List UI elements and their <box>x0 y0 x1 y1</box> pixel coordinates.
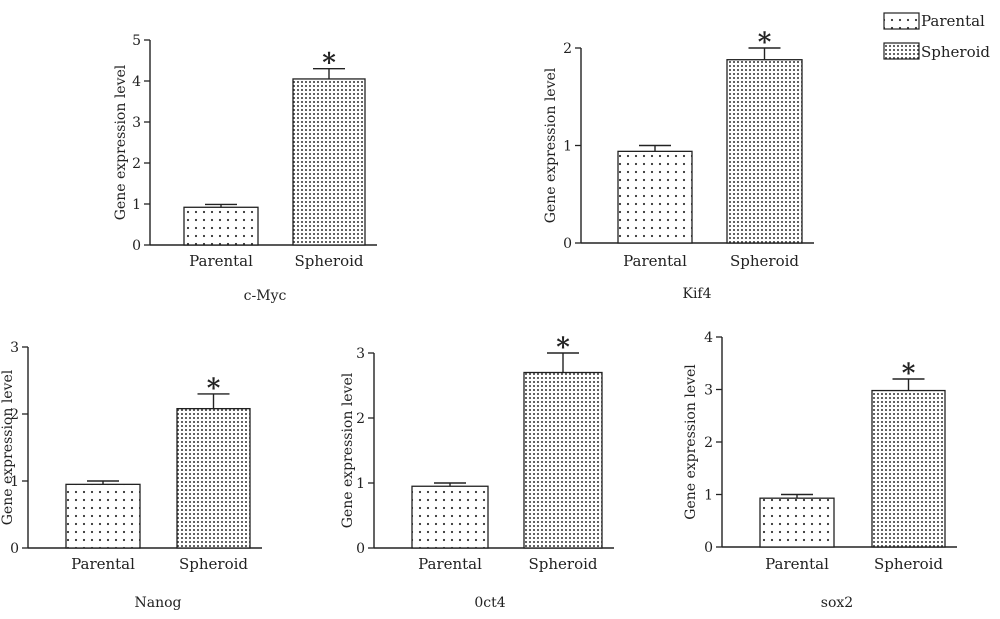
y-tick-label: 0 <box>356 541 365 557</box>
y-tick-label: 1 <box>356 476 365 492</box>
y-tick-label: 2 <box>563 41 572 57</box>
bar-spheroid <box>871 389 946 548</box>
y-tick-label: 1 <box>704 488 713 504</box>
x-category-label: Parental <box>71 555 135 573</box>
y-tick-label: 3 <box>10 340 19 356</box>
bar-parental <box>759 497 835 548</box>
significance-marker: * <box>207 374 221 404</box>
legend-swatch-spheroid <box>883 42 920 60</box>
significance-marker: * <box>758 28 772 58</box>
y-tick-label: 2 <box>704 435 713 451</box>
panel-gene-name: 0ct4 <box>474 595 505 611</box>
bar-parental <box>617 150 693 244</box>
y-tick-label: 2 <box>132 156 141 172</box>
y-tick-label: 1 <box>563 139 572 155</box>
legend-label-spheroid: Spheroid <box>921 43 990 61</box>
y-tick-label: 0 <box>563 236 572 252</box>
chart-panel-nanog: 0 1 2 3 Gene expression level Parental * Sphero… <box>0 340 262 611</box>
bar-spheroid <box>726 59 803 244</box>
legend-swatch-parental <box>883 12 920 30</box>
legend-label-parental: Parental <box>921 12 985 30</box>
panel-gene-name: c-Myc <box>244 288 287 304</box>
y-tick-label: 1 <box>10 474 19 490</box>
y-tick-label: 5 <box>132 33 141 49</box>
y-axis-title: Gene expression level <box>113 64 129 220</box>
x-category-label: Parental <box>623 252 687 270</box>
y-tick-label: 0 <box>10 541 19 557</box>
y-tick-label: 2 <box>10 407 19 423</box>
y-axis-title: Gene expression level <box>683 364 699 520</box>
x-category-label: Spheroid <box>294 252 363 270</box>
y-tick-label: 4 <box>704 330 713 346</box>
y-tick-label: 3 <box>132 115 141 131</box>
x-category-label: Parental <box>765 555 829 573</box>
x-category-label: Spheroid <box>179 555 248 573</box>
panel-gene-name: Nanog <box>134 595 181 611</box>
x-category-label: Spheroid <box>874 555 943 573</box>
bar-spheroid <box>176 407 251 549</box>
bar-parental <box>183 206 259 246</box>
y-tick-label: 0 <box>704 540 713 556</box>
legend: Parental Spheroid <box>883 12 990 61</box>
y-tick-label: 4 <box>132 74 141 90</box>
bar-parental <box>411 485 489 549</box>
bar-spheroid <box>523 371 603 549</box>
y-axis-title: Gene expression level <box>340 372 356 528</box>
x-category-label: Parental <box>418 555 482 573</box>
y-tick-label: 2 <box>356 411 365 427</box>
y-tick-label: 0 <box>132 238 141 254</box>
x-category-label: Parental <box>189 252 253 270</box>
y-axis-title: Gene expression level <box>0 369 16 525</box>
panel-gene-name: Kif4 <box>682 286 711 302</box>
y-tick-label: 3 <box>704 383 713 399</box>
y-axis-title: Gene expression level <box>543 67 559 223</box>
x-category-label: Spheroid <box>528 555 597 573</box>
x-category-label: Spheroid <box>730 252 799 270</box>
panel-gene-name: sox2 <box>821 595 853 611</box>
significance-marker: * <box>902 359 916 389</box>
bar-spheroid <box>292 78 366 246</box>
y-tick-label: 3 <box>356 346 365 362</box>
significance-marker: * <box>556 333 570 363</box>
y-tick-label: 1 <box>132 197 141 213</box>
significance-marker: * <box>322 49 336 79</box>
chart-panel-sox2: 0 1 2 3 4 Gene expression level Parental * Spher… <box>683 330 957 611</box>
bar-parental <box>65 483 141 549</box>
